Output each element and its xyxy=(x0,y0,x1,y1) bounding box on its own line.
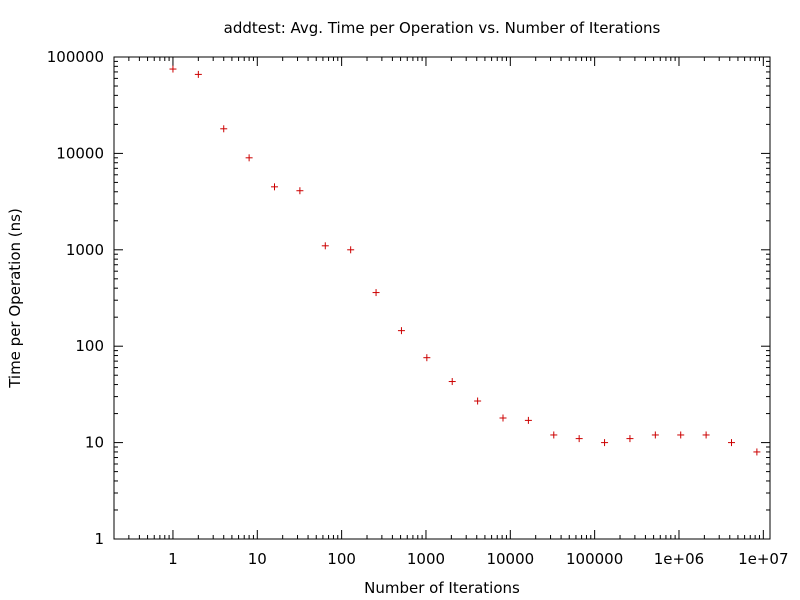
x-ticks: 1 10 100 1000 10000 100000 1e+06 1e+07 xyxy=(128,57,789,568)
y-tick-label: 1000 xyxy=(66,241,104,259)
x-tick-label: 10000 xyxy=(486,550,534,568)
data-point xyxy=(321,242,329,250)
data-point xyxy=(601,439,609,447)
data-point xyxy=(423,354,431,362)
y-tick-label: 100000 xyxy=(47,48,104,66)
data-point xyxy=(271,183,279,191)
data-point xyxy=(677,431,685,439)
data-point xyxy=(169,65,177,73)
x-tick-label: 1e+07 xyxy=(738,550,788,568)
data-point xyxy=(347,246,355,254)
data-point xyxy=(727,439,735,447)
data-points xyxy=(169,65,761,456)
data-point xyxy=(372,289,380,297)
data-point xyxy=(550,431,558,439)
x-tick-label: 10 xyxy=(248,550,267,568)
data-point xyxy=(474,397,482,405)
data-point xyxy=(575,435,583,443)
data-point xyxy=(626,435,634,443)
plot-frame xyxy=(113,56,771,540)
x-tick-label: 1 xyxy=(168,550,178,568)
data-point xyxy=(245,154,253,162)
x-tick-label: 1e+06 xyxy=(654,550,704,568)
y-ticks: 1 10 100 1000 10000 100000 xyxy=(47,48,770,548)
y-tick-label: 1 xyxy=(94,530,104,548)
x-tick-label: 100000 xyxy=(566,550,623,568)
x-axis-label: Number of Iterations xyxy=(364,579,520,597)
data-point xyxy=(220,125,228,133)
chart-title: addtest: Avg. Time per Operation vs. Num… xyxy=(224,19,661,37)
x-tick-label: 1000 xyxy=(407,550,445,568)
y-tick-label: 100 xyxy=(75,337,104,355)
data-point xyxy=(397,327,405,335)
y-tick-label: 10 xyxy=(85,434,104,452)
data-point xyxy=(296,187,304,195)
y-axis-label: Time per Operation (ns) xyxy=(6,208,24,389)
data-point xyxy=(194,70,202,78)
data-point xyxy=(651,431,659,439)
data-point xyxy=(524,416,532,424)
x-tick-label: 100 xyxy=(327,550,356,568)
data-point xyxy=(448,378,456,386)
data-point xyxy=(499,414,507,422)
data-point xyxy=(702,431,710,439)
y-tick-label: 10000 xyxy=(56,144,104,162)
data-point xyxy=(753,448,761,456)
